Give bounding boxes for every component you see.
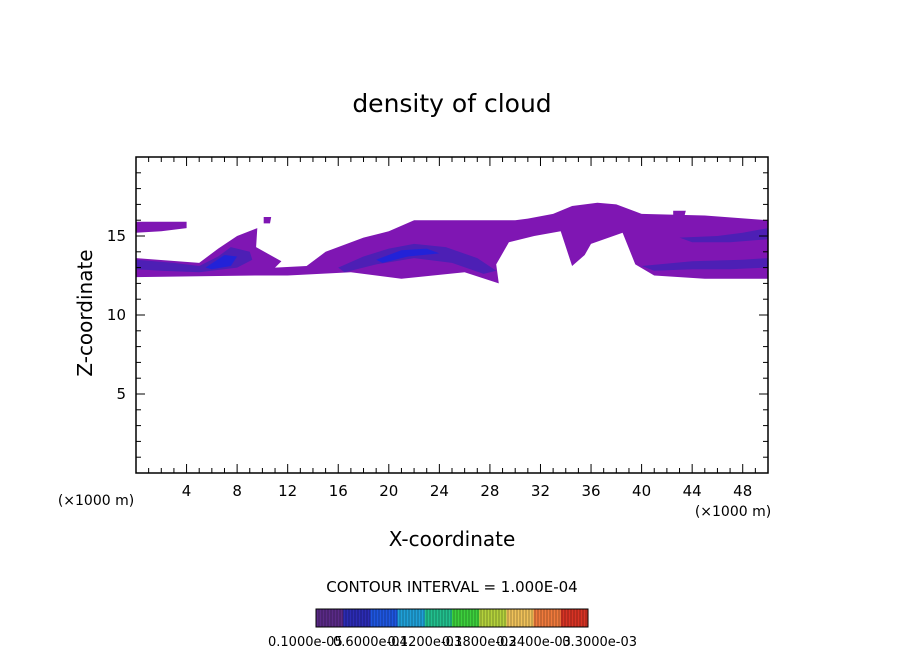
contour-region-core-4: [679, 228, 768, 243]
colorbar-segment: [397, 609, 426, 627]
colorbar: [315, 608, 589, 628]
y-tick-label: 15: [107, 227, 126, 245]
colorbar-tick-label: 0.1000e-05: [268, 635, 343, 650]
contour-region-core-6: [376, 248, 440, 263]
chart-title: density of cloud: [352, 89, 551, 118]
x-axis-ticks: 4 8 12 16 20 24 28 32 36 40 44 48: [148, 157, 756, 500]
x-tick-label: 32: [531, 482, 550, 500]
contour-region-main-layer: [136, 202, 768, 284]
x-tick-label: 24: [430, 482, 449, 500]
x-tick-label: 16: [329, 482, 348, 500]
x-tick-label: 48: [733, 482, 752, 500]
x-axis-label: X-coordinate: [389, 527, 516, 551]
contour-region-island-1: [263, 217, 272, 224]
colorbar-segment: [533, 609, 562, 627]
contour-region-core-2: [338, 243, 497, 274]
x-unit-right: (×1000 m): [695, 504, 771, 520]
colorbar-tick-label: 0.1200e-03: [387, 635, 462, 650]
y-axis-ticks: 5 10 15: [107, 172, 768, 458]
x-tick-label: 4: [182, 482, 192, 500]
x-tick-label: 44: [683, 482, 702, 500]
colorbar-segment: [316, 609, 344, 627]
x-tick-label: 40: [632, 482, 651, 500]
colorbar-tick-label: 0.2400e-03: [496, 635, 571, 650]
colorbar-tick-label: 0.1800e-03: [442, 635, 517, 650]
x-tick-label: 28: [480, 482, 499, 500]
colorbar-frame: [315, 608, 589, 628]
x-tick-label: 12: [278, 482, 297, 500]
x-tick-label: 20: [379, 482, 398, 500]
x-unit-left: (×1000 m): [58, 493, 134, 509]
contour-interval-text: CONTOUR INTERVAL = 1.000E-04: [326, 578, 577, 596]
contour-region-core-5: [205, 255, 238, 270]
plot-frame: [135, 156, 769, 474]
contour-region-core-3: [641, 258, 768, 271]
contour-field: [136, 202, 768, 284]
x-tick-label: 36: [581, 482, 600, 500]
x-tick-label: 8: [232, 482, 242, 500]
colorbar-tick-label: 0.6000e-04: [333, 635, 408, 650]
colorbar-labels: 0.1000e-050.6000e-040.1200e-030.1800e-03…: [268, 635, 637, 650]
colorbar-tick-label: 0.3000e-03: [562, 635, 637, 650]
y-axis-label: Z-coordinate: [73, 249, 97, 376]
contour-region-island-2: [673, 210, 686, 216]
colorbar-segment: [424, 609, 453, 627]
y-tick-label: 10: [107, 306, 126, 324]
y-tick-label: 5: [116, 385, 126, 403]
